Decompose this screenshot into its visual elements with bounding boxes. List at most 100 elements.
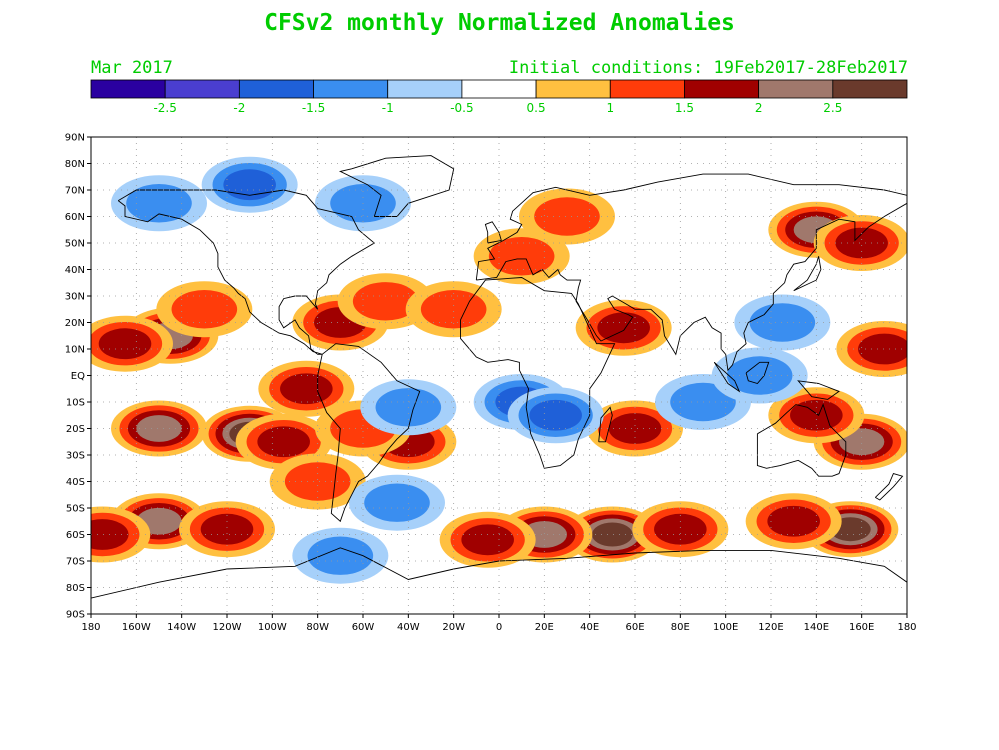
lat-tick-label: 90S: [66, 610, 85, 621]
lat-tick-label: 30S: [66, 451, 85, 462]
lon-tick-label: 100E: [713, 622, 738, 633]
lon-tick-label: 20W: [442, 622, 465, 633]
lon-tick-label: 80E: [671, 622, 690, 633]
anomaly-region: [529, 399, 582, 431]
axis-ticks: 90N 80N 70N 60N 50N 40N 30N 20N 10N EQ 10S 20S 30S 40…: [65, 133, 917, 634]
colorbar-labels: -2.5 -2 -1.5 -1 -0.5 0.5 1 1.5 2 2.5: [153, 101, 842, 115]
anomaly-field: [91, 156, 907, 584]
lon-tick-label: 60E: [625, 622, 644, 633]
lon-tick-label: 60W: [352, 622, 375, 633]
lat-tick-label: 60S: [66, 530, 85, 541]
lon-tick-label: 160W: [122, 622, 151, 633]
colorbar-label: -0.5: [450, 101, 473, 115]
colorbar-segment: [387, 79, 463, 99]
coastline: [598, 406, 613, 443]
lat-tick-label: 40S: [66, 477, 85, 488]
coastline: [713, 361, 741, 393]
anomaly-region: [307, 536, 374, 575]
coastline: [797, 380, 840, 400]
lat-tick-label: 70N: [65, 186, 85, 197]
lat-tick-label: 80N: [65, 159, 85, 170]
anomaly-region: [352, 282, 419, 321]
colorbar-segment: [164, 79, 240, 99]
lat-tick-label: EQ: [71, 371, 85, 382]
colorbar-segment: [461, 79, 537, 99]
anomaly-region: [171, 290, 238, 329]
anomaly-region: [488, 237, 555, 276]
colorbar-label: -2.5: [153, 101, 176, 115]
lon-tick-label: 40W: [397, 622, 420, 633]
lat-tick-label: 40N: [65, 265, 85, 276]
anomaly-region: [608, 413, 662, 444]
anomaly-region: [839, 428, 885, 456]
coastline: [793, 256, 822, 292]
coastline: [338, 155, 455, 217]
anomaly-region: [726, 356, 793, 395]
lon-tick-label: 160E: [849, 622, 874, 633]
anomaly-region: [284, 462, 351, 501]
anomaly-region: [223, 169, 276, 201]
lat-tick-label: 60N: [65, 212, 85, 223]
coastline: [475, 173, 907, 372]
lat-tick-label: 20S: [66, 424, 85, 435]
colorbar: [90, 79, 908, 99]
lat-tick-label: 80S: [66, 583, 85, 594]
initial-conditions-label: Initial conditions: 19Feb2017-28Feb2017: [508, 58, 908, 78]
anomaly-region: [420, 290, 487, 329]
colorbar-label: -2: [233, 101, 245, 115]
coastline: [874, 473, 904, 501]
anomaly-region: [126, 184, 192, 223]
colorbar-label: -1.5: [302, 101, 325, 115]
lon-tick-label: 80W: [306, 622, 329, 633]
coastlines: [91, 155, 907, 599]
coastline: [756, 403, 847, 477]
colorbar-segment: [535, 79, 611, 99]
lon-tick-label: 40E: [580, 622, 599, 633]
anomaly-region: [534, 197, 600, 236]
lon-tick-label: 20E: [535, 622, 554, 633]
colorbar-segment: [609, 79, 685, 99]
anomaly-region: [858, 333, 907, 365]
coastline: [117, 189, 376, 355]
coastline: [484, 221, 502, 244]
anomaly-region: [790, 399, 843, 431]
coastline: [91, 547, 907, 599]
anomaly-region: [597, 312, 650, 344]
anomaly-region: [98, 328, 152, 360]
lon-tick-label: 120W: [213, 622, 242, 633]
valid-month-label: Mar 2017: [91, 58, 173, 78]
lat-tick-label: 10N: [65, 345, 85, 356]
colorbar-label: 2: [755, 101, 763, 115]
lat-tick-label: 90N: [65, 133, 85, 144]
colorbar-segment: [313, 79, 389, 99]
anomaly-region: [257, 426, 310, 458]
anomaly-region: [200, 513, 254, 545]
coastline: [317, 343, 421, 523]
lon-tick-label: 140E: [804, 622, 829, 633]
colorbar-segment: [758, 79, 834, 99]
anomaly-region: [280, 373, 333, 405]
colorbar-label: 2.5: [823, 101, 842, 115]
anomaly-region: [654, 513, 707, 545]
gridlines: [91, 137, 907, 614]
lon-tick-label: 120E: [758, 622, 783, 633]
colorbar-segment: [684, 79, 760, 99]
lon-tick-label: 180: [897, 622, 916, 633]
colorbar-segment: [90, 79, 166, 99]
lon-tick-label: 140W: [167, 622, 196, 633]
colorbar-segment: [238, 79, 314, 99]
colorbar-label: 1: [606, 101, 614, 115]
lat-tick-label: 70S: [66, 557, 85, 568]
lat-tick-label: 50N: [65, 239, 85, 250]
colorbar-label: 1.5: [675, 101, 694, 115]
anomaly-region: [461, 524, 514, 556]
anomaly-region: [767, 505, 820, 537]
colorbar-label: 0.5: [527, 101, 546, 115]
lat-tick-label: 30N: [65, 292, 85, 303]
anomaly-region: [835, 227, 888, 259]
lat-tick-label: 50S: [66, 504, 85, 515]
lat-tick-label: 20N: [65, 318, 85, 329]
chart-title: CFSv2 monthly Normalized Anomalies: [264, 10, 735, 36]
anomaly-region: [591, 522, 633, 547]
